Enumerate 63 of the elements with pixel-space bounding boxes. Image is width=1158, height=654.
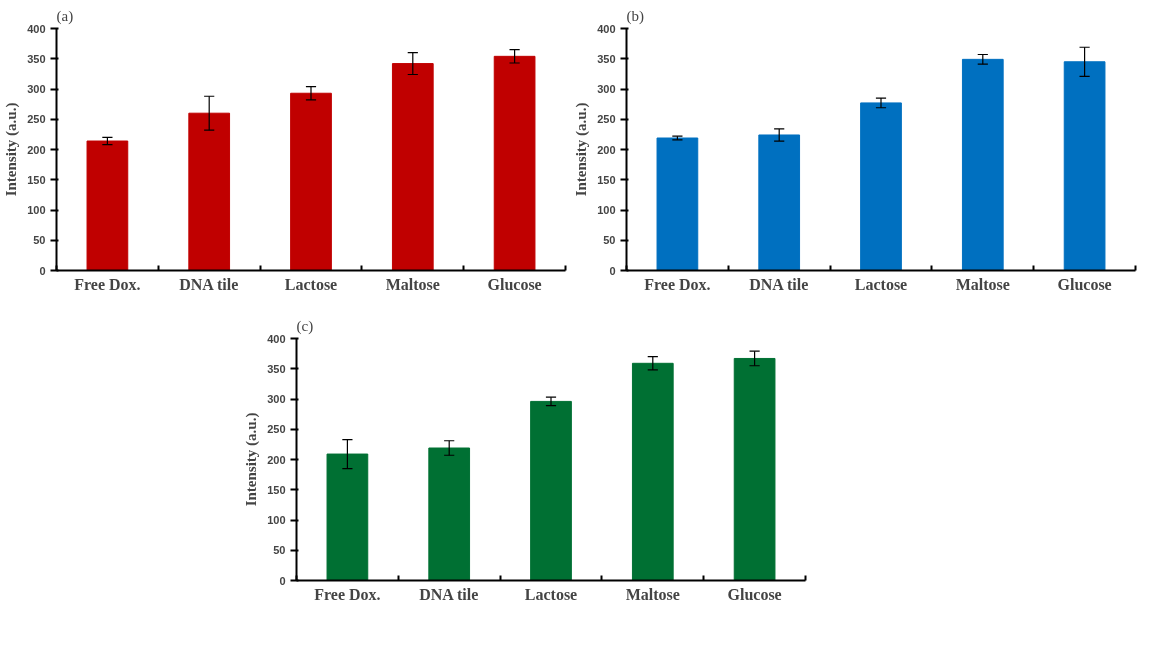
y-tick-label: 350 (27, 52, 46, 65)
y-tick-label: 50 (603, 234, 616, 247)
bar (1063, 61, 1106, 271)
bar (961, 58, 1004, 271)
bar (326, 453, 369, 581)
bar (188, 112, 231, 271)
x-tick-label: Glucose (727, 585, 782, 603)
y-tick-label: 0 (39, 264, 46, 277)
bar (391, 63, 434, 271)
bar (290, 92, 332, 271)
y-tick-label: 250 (27, 113, 46, 126)
y-tick-label: 300 (267, 393, 286, 405)
y-tick-label: 200 (597, 143, 616, 156)
y-tick-label: 200 (267, 453, 286, 466)
y-tick-label: 100 (597, 204, 616, 216)
y-tick-label: 0 (279, 574, 286, 587)
x-tick-label: Glucose (487, 275, 542, 293)
x-tick-label: Free Dox. (314, 585, 381, 603)
x-tick-label: DNA tile (749, 275, 809, 293)
x-tick-label: Maltose (955, 275, 1010, 293)
y-tick-label: 0 (609, 264, 616, 277)
y-tick-label: 250 (267, 423, 286, 436)
x-tick-label: Free Dox. (74, 275, 141, 293)
chart-title: (a) (56, 7, 74, 25)
bar (493, 55, 536, 271)
bar (428, 447, 471, 581)
x-tick-label: Lactose (524, 585, 578, 603)
x-tick-label: Maltose (385, 275, 440, 293)
y-axis-title: Intensity (a.u.) (3, 102, 21, 197)
y-tick-label: 400 (267, 332, 286, 345)
y-tick-label: 400 (27, 22, 46, 35)
x-tick-label: Lactose (284, 275, 338, 293)
chart-title: (b) (626, 7, 644, 25)
y-tick-label: 100 (27, 204, 46, 216)
y-axis-title: Intensity (a.u.) (243, 412, 261, 507)
x-tick-label: Free Dox. (644, 275, 711, 293)
bar (758, 134, 801, 271)
x-tick-label: Glucose (1057, 275, 1112, 293)
bar (733, 357, 776, 581)
y-tick-label: 150 (27, 173, 46, 186)
y-tick-label: 300 (27, 83, 46, 95)
y-tick-label: 300 (597, 83, 616, 95)
y-tick-label: 150 (267, 483, 286, 496)
y-tick-label: 50 (273, 544, 286, 557)
bar (86, 140, 129, 271)
y-tick-label: 250 (597, 113, 616, 126)
chart-title: (c) (296, 317, 314, 335)
y-tick-label: 350 (267, 362, 286, 375)
bar (656, 137, 699, 271)
y-tick-label: 200 (27, 143, 46, 156)
bar (530, 400, 572, 581)
y-tick-label: 400 (597, 22, 616, 35)
bar (860, 102, 902, 271)
y-tick-label: 50 (33, 234, 46, 247)
y-axis-title: Intensity (a.u.) (573, 102, 591, 197)
x-tick-label: DNA tile (179, 275, 239, 293)
x-tick-label: Lactose (854, 275, 908, 293)
y-tick-label: 150 (597, 173, 616, 186)
bar (631, 362, 674, 581)
y-tick-label: 350 (597, 52, 616, 65)
y-tick-label: 100 (267, 514, 286, 526)
x-tick-label: DNA tile (419, 585, 479, 603)
x-tick-label: Maltose (625, 585, 680, 603)
